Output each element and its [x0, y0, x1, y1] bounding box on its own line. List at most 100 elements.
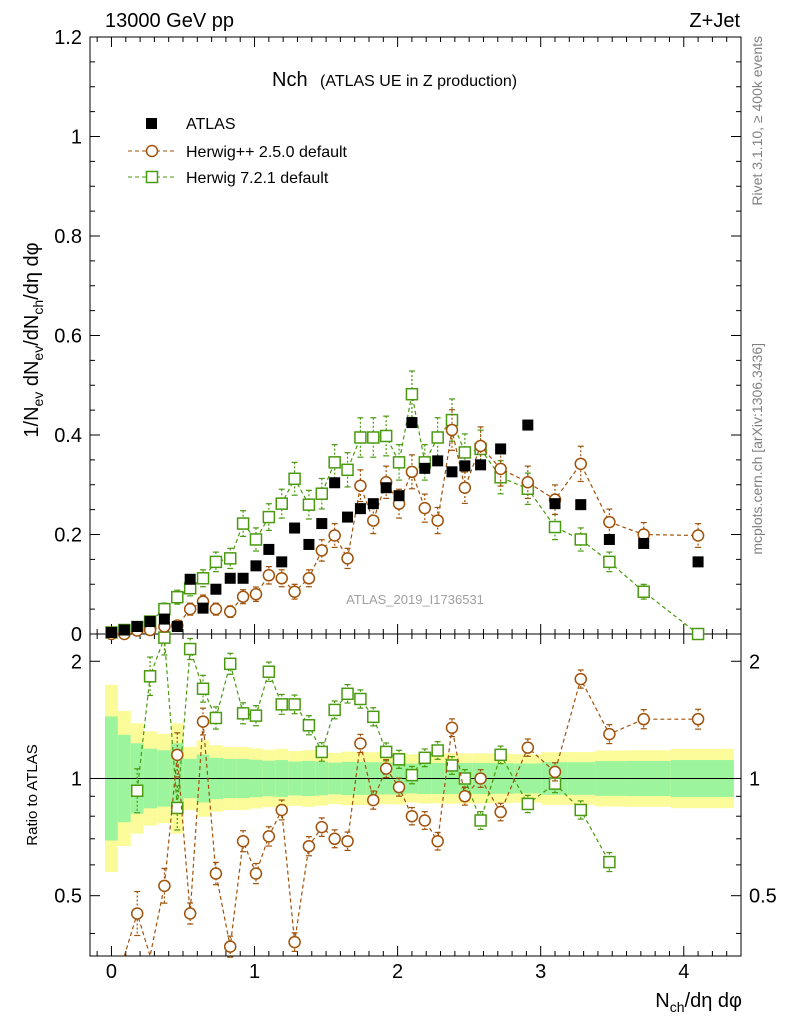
atlas-point: [316, 518, 328, 530]
herwigpp-point: [405, 465, 419, 479]
x-tick-label: 0: [106, 961, 117, 983]
herwig7-point: [236, 517, 250, 530]
atlas-point: [575, 499, 587, 511]
herwig7-ratio-point: [474, 814, 487, 827]
ratio-tick-label-right: 1: [749, 768, 760, 790]
atlas-point: [263, 543, 275, 555]
atlas-point: [638, 537, 650, 549]
herwigpp-ratio-point: [288, 935, 301, 949]
herwigpp-point: [431, 514, 444, 527]
herwigpp-point: [275, 572, 288, 585]
atlas-point: [522, 419, 534, 431]
herwig7-point: [249, 533, 263, 546]
herwig7-point: [302, 498, 316, 511]
herwigpp-ratio-point: [548, 765, 562, 779]
herwig7-ratio-point: [183, 642, 197, 656]
atlas-point: [276, 556, 288, 568]
herwigpp-ratio-point: [691, 712, 705, 726]
herwig7-point: [328, 456, 341, 469]
x-tick-label: 4: [678, 961, 689, 983]
herwigpp-ratio-point: [236, 834, 250, 848]
y-tick-label: 0.4: [54, 425, 82, 447]
atlas-point: [237, 572, 249, 584]
herwig7-ratio-point: [209, 711, 223, 725]
herwig7-point: [354, 431, 367, 444]
herwig7-point: [171, 590, 184, 604]
legend-marker-herwig7: [145, 170, 159, 184]
analysis-watermark: ATLAS_2019_I1736531: [346, 592, 484, 607]
herwig7-ratio-point: [458, 772, 472, 785]
herwigpp-ratio-point: [328, 832, 341, 846]
herwigpp-ratio-point: [379, 762, 393, 775]
ratio-tick-label-right: 0.5: [749, 886, 777, 908]
herwig7-point: [341, 463, 354, 477]
herwigpp-ratio-point: [341, 834, 354, 848]
y-tick-label: 1.2: [54, 27, 82, 49]
header-right: Z+Jet: [689, 10, 740, 32]
series-atlas: [105, 417, 704, 639]
atlas-point: [158, 613, 170, 625]
herwigpp-ratio-point: [458, 790, 472, 803]
legend-label-herwig7: Herwig 7.2.1 default: [186, 170, 329, 187]
herwigpp-ratio-point: [196, 715, 210, 728]
herwigpp-point: [262, 569, 276, 582]
herwigpp-ratio-point: [474, 772, 487, 785]
herwig7-ratio-point: [392, 753, 406, 766]
herwigpp-point: [354, 479, 367, 492]
atlas-point: [692, 556, 704, 568]
herwigpp-point: [341, 552, 354, 565]
herwigpp-point: [367, 514, 380, 527]
herwigpp-ratio-point: [209, 867, 223, 880]
herwigpp-point: [445, 423, 459, 437]
legend-label-atlas: ATLAS: [186, 116, 236, 133]
herwigpp-ratio-point: [603, 727, 616, 741]
herwigpp-ratio-point: [637, 712, 650, 726]
herwig7-ratio-point: [262, 665, 276, 678]
atlas-point: [495, 443, 507, 455]
herwig7-point: [158, 602, 171, 616]
herwig7-point: [379, 429, 393, 443]
herwigpp-point: [302, 572, 316, 585]
herwig7-point: [691, 627, 705, 641]
herwig7-ratio-point: [275, 698, 288, 711]
herwigpp-point: [603, 515, 616, 529]
atlas-point: [210, 583, 222, 595]
herwigpp-point: [691, 529, 705, 542]
herwigpp-ratio-point: [494, 805, 507, 819]
herwigpp-ratio-point: [158, 879, 171, 893]
atlas-point: [475, 459, 487, 471]
herwigpp-ratio-point: [431, 834, 444, 848]
herwig7-point: [262, 510, 276, 524]
legend: ATLAS Herwig++ 2.5.0 default Herwig 7.2.…: [128, 116, 348, 187]
mcplots-label: mcplots.cern.ch [arXiv:1306.3436]: [749, 343, 765, 555]
atlas-point: [224, 572, 236, 584]
herwig7-ratio-point: [143, 670, 157, 683]
data-marks: [105, 370, 705, 958]
atlas-point: [171, 621, 183, 633]
herwig7-ratio-point: [574, 803, 588, 817]
herwig7-point: [548, 520, 562, 534]
herwigpp-point: [494, 462, 507, 476]
x-axis-label: Nch/dη dφ: [655, 990, 742, 1015]
atlas-point: [406, 417, 418, 429]
herwig7-ratio-point: [603, 855, 616, 869]
herwig7-point: [392, 456, 406, 469]
herwigpp-ratio-point: [574, 672, 588, 686]
atlas-point: [459, 460, 471, 472]
herwigpp-ratio-point: [249, 867, 263, 880]
y-tick-label: 0.2: [54, 525, 82, 547]
herwigpp-ratio-point: [354, 737, 367, 750]
herwigpp-point: [288, 585, 301, 598]
atlas-point: [144, 616, 156, 628]
herwigpp-ratio-point: [367, 793, 380, 807]
ratio-tick-label-right: 2: [749, 651, 760, 673]
herwigpp-ratio-point: [275, 803, 288, 817]
herwig7-ratio-point: [249, 709, 263, 722]
legend-label-herwigpp: Herwig++ 2.5.0 default: [186, 144, 348, 161]
svg-text:1/Nev dNev/dNch/dη dφ: 1/Nev dNev/dNch/dη dφ: [21, 242, 46, 437]
herwigpp-point: [236, 590, 250, 603]
atlas-point: [303, 538, 315, 550]
herwig7-point: [209, 555, 223, 569]
herwigpp-ratio-point: [405, 809, 419, 823]
herwig7-ratio-point: [196, 682, 210, 696]
